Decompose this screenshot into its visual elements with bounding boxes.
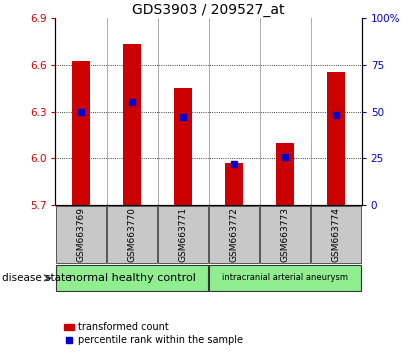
Text: intracranial arterial aneurysm: intracranial arterial aneurysm (222, 273, 348, 282)
Bar (72, 62, 90, 205)
Text: GSM663771: GSM663771 (178, 207, 187, 262)
Bar (276, 143, 294, 205)
Bar (123, 44, 141, 205)
Text: GSM663772: GSM663772 (230, 207, 239, 262)
Bar (174, 88, 192, 205)
Legend: transformed count, percentile rank within the sample: transformed count, percentile rank withi… (60, 319, 247, 349)
Text: GSM663769: GSM663769 (76, 207, 85, 262)
Text: GSM663770: GSM663770 (127, 207, 136, 262)
Title: GDS3903 / 209527_at: GDS3903 / 209527_at (132, 3, 285, 17)
Bar (209, 206, 259, 263)
Bar (158, 206, 208, 263)
Text: GSM663773: GSM663773 (281, 207, 290, 262)
Bar (107, 206, 157, 263)
Bar (56, 206, 106, 263)
Bar (311, 206, 361, 263)
Text: disease state: disease state (2, 273, 72, 283)
Text: normal healthy control: normal healthy control (69, 273, 196, 283)
Bar (209, 265, 361, 291)
Bar (225, 163, 243, 205)
Bar (56, 265, 208, 291)
Text: GSM663774: GSM663774 (332, 207, 341, 262)
Bar (260, 206, 310, 263)
Bar (327, 73, 345, 205)
